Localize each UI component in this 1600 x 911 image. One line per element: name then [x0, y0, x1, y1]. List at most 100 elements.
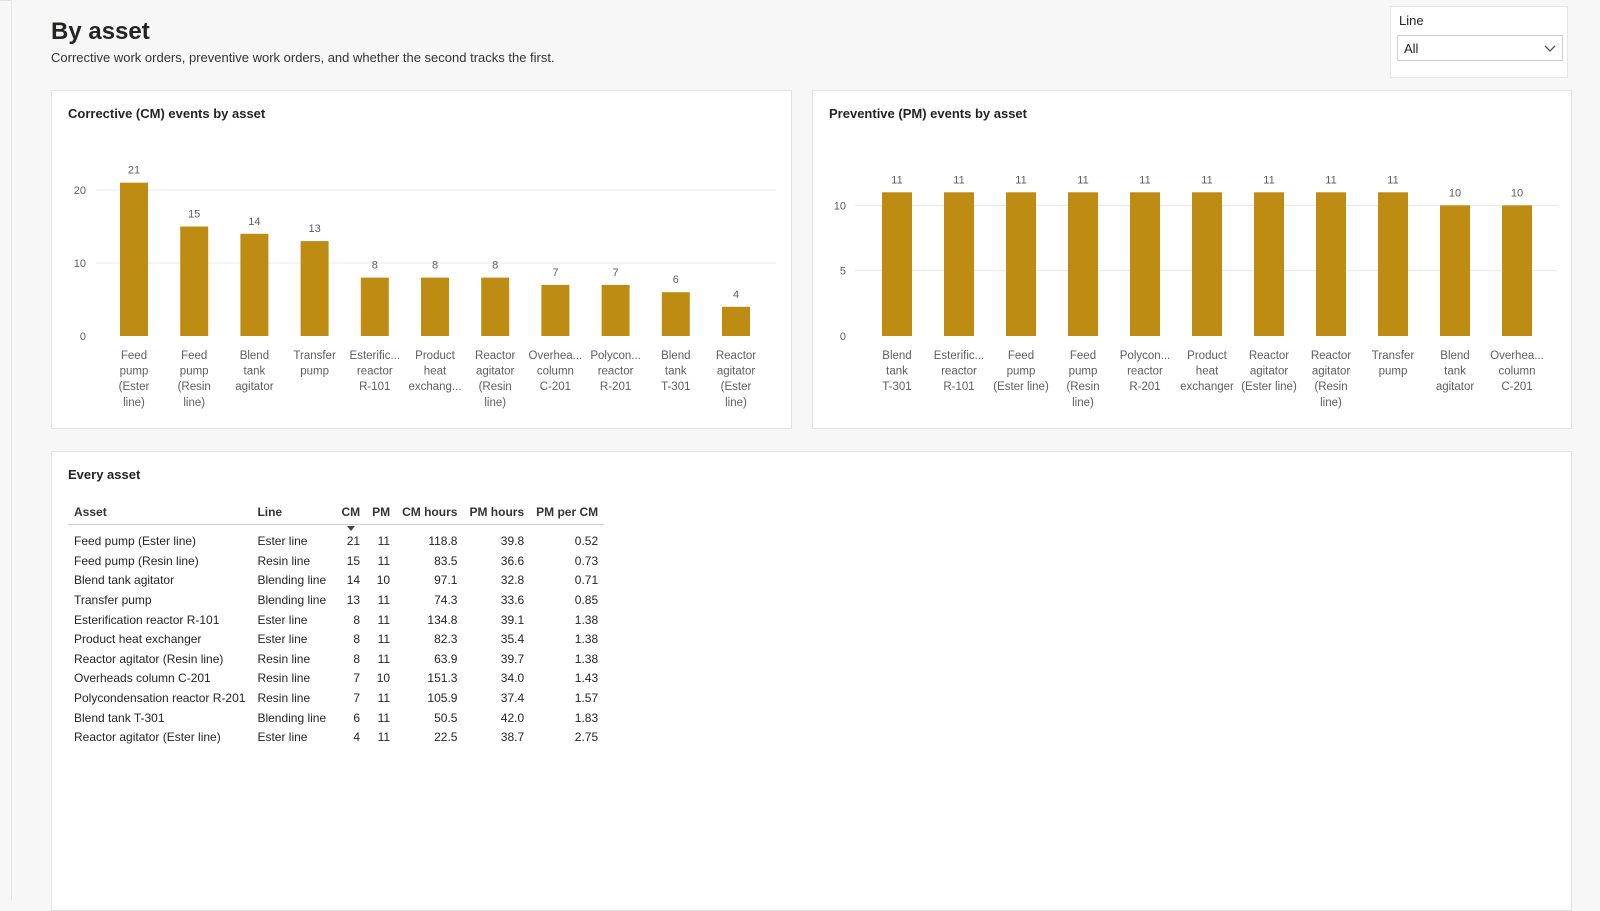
- cell-cm: 7: [353, 690, 361, 705]
- line-slicer: Line All: [1390, 6, 1568, 78]
- x-tick-label: Overhea...: [1490, 350, 1544, 362]
- cell-cm-hours: 22.5: [434, 730, 458, 745]
- table-title: Every asset: [68, 467, 141, 482]
- data-label: 11: [953, 174, 964, 186]
- table-row[interactable]: Product heat exchanger Ester line 8 11 82.3 3…: [68, 629, 604, 649]
- bar: [300, 241, 329, 336]
- x-tick-label: tank: [1444, 366, 1466, 378]
- data-label: 7: [552, 267, 558, 279]
- table-row[interactable]: Blend tank agitator Blending line 14 10 97.1…: [68, 571, 604, 591]
- x-tick-label: exchanger: [1180, 381, 1234, 393]
- x-tick-label: line): [1072, 397, 1094, 409]
- x-tick-label: R-101: [943, 381, 974, 393]
- table-row[interactable]: Overheads column C-201 Resin line 7 10 151.3…: [68, 669, 604, 689]
- table-row[interactable]: Esterification reactor R-101 Ester line 8 1…: [68, 610, 604, 630]
- data-label: 7: [613, 267, 619, 279]
- data-label: 11: [1387, 174, 1398, 186]
- data-label: 11: [891, 174, 902, 186]
- cell-pm-hours: 42.0: [500, 710, 525, 725]
- cell-cm: 15: [346, 553, 361, 568]
- bar: [1316, 192, 1346, 336]
- cell-cm-hours: 97.1: [434, 573, 458, 588]
- table-row[interactable]: Blend tank T-301 Blending line 6 11 50.5 42.0…: [68, 708, 604, 728]
- bar: [944, 192, 974, 336]
- column-header-cm-hours[interactable]: CM hours: [396, 500, 464, 525]
- bar: [601, 284, 630, 336]
- x-tick-label: pump: [1007, 366, 1036, 378]
- x-tick-label: Blend: [240, 350, 269, 362]
- x-tick-label: Blend: [661, 350, 690, 362]
- line-dropdown[interactable]: All: [1397, 35, 1563, 61]
- table-row[interactable]: Reactor agitator (Resin line) Resin line 8…: [68, 649, 604, 669]
- data-label: 11: [1201, 174, 1212, 186]
- table-row[interactable]: Reactor agitator (Ester line) Ester line 4…: [68, 727, 604, 747]
- data-label: 11: [1077, 174, 1088, 186]
- x-tick-label: R-201: [1129, 381, 1160, 393]
- cell-asset: Feed pump (Resin line): [74, 553, 199, 568]
- bar: [1502, 205, 1532, 336]
- x-tick-label: R-201: [600, 381, 631, 393]
- bar: [541, 284, 570, 336]
- column-header-line[interactable]: Line: [251, 500, 336, 525]
- x-tick-label: Blend: [1440, 350, 1469, 362]
- cm-bar-chart: 0 10 20 21 Feed pump (Ester line) 15 Feed pump (Res…: [74, 165, 776, 409]
- cell-pm-hours: 35.4: [500, 632, 525, 647]
- cell-cm-hours: 105.9: [427, 690, 458, 705]
- cm-chart-title: Corrective (CM) events by asset: [68, 106, 266, 121]
- data-label: 15: [188, 209, 200, 221]
- y-tick-label: 0: [840, 331, 846, 343]
- cell-pm-per-cm: 0.85: [574, 592, 599, 607]
- slicer-selected-value: All: [1404, 41, 1419, 56]
- cell-cm: 21: [346, 534, 361, 548]
- column-header-asset[interactable]: Asset: [68, 500, 252, 525]
- cell-line: Resin line: [257, 671, 311, 686]
- x-tick-label: Feed: [1070, 350, 1096, 362]
- x-tick-label: Polycon...: [590, 350, 641, 362]
- x-tick-label: tank: [886, 366, 908, 378]
- cell-pm: 11: [377, 612, 391, 627]
- x-tick-label: Product: [415, 350, 455, 362]
- cell-pm-hours: 39.1: [500, 612, 525, 627]
- cell-cm-hours: 134.8: [427, 612, 458, 627]
- cell-pm-per-cm: 0.73: [574, 553, 599, 568]
- cell-asset: Overheads column C-201: [74, 671, 211, 686]
- cell-line: Resin line: [257, 553, 311, 568]
- cell-cm-hours: 74.3: [434, 592, 458, 607]
- cell-pm: 11: [377, 592, 391, 607]
- data-label: 11: [1139, 174, 1150, 186]
- cell-pm-per-cm: 0.52: [574, 534, 599, 548]
- x-tick-label: column: [537, 366, 574, 378]
- slicer-label: Line: [1399, 13, 1424, 28]
- cell-asset: Reactor agitator (Ester line): [74, 730, 221, 745]
- x-tick-label: pump: [180, 366, 209, 378]
- table-row[interactable]: Feed pump (Ester line) Ester line 21 11 118.…: [68, 525, 604, 552]
- cell-pm: 10: [376, 671, 391, 686]
- x-tick-label: (Ester line): [1241, 381, 1297, 393]
- cell-line: Ester line: [257, 612, 308, 627]
- table-row[interactable]: Polycondensation reactor R-201 Resin line…: [68, 688, 604, 708]
- cell-pm-per-cm: 1.83: [574, 710, 599, 725]
- x-tick-label: reactor: [357, 366, 393, 378]
- column-header-pm[interactable]: PM: [366, 500, 397, 525]
- cell-pm-hours: 37.4: [500, 690, 525, 705]
- table-row[interactable]: Transfer pump Blending line 13 11 74.3 33.6 0.…: [68, 590, 604, 610]
- column-header-pm-hours[interactable]: PM hours: [463, 500, 531, 525]
- bar: [1006, 192, 1036, 336]
- y-tick-label: 10: [74, 258, 86, 270]
- cell-asset: Polycondensation reactor R-201: [74, 690, 246, 705]
- column-header-cm[interactable]: CM: [335, 500, 367, 531]
- cell-line: Ester line: [257, 730, 308, 745]
- column-header-pm-per-cm[interactable]: PM per CM: [530, 500, 605, 525]
- x-tick-label: R-101: [359, 381, 390, 393]
- table-row[interactable]: Feed pump (Resin line) Resin line 15 11 83.5…: [68, 551, 604, 571]
- cell-cm: 13: [346, 592, 361, 607]
- x-tick-label: Transfer: [293, 350, 336, 362]
- cell-line: Ester line: [257, 632, 308, 647]
- data-label: 4: [733, 289, 739, 301]
- x-tick-label: pump: [1069, 366, 1098, 378]
- cell-cm: 4: [353, 730, 361, 745]
- cell-pm-hours: 33.6: [500, 592, 525, 607]
- cell-pm: 11: [377, 730, 391, 745]
- x-tick-label: C-201: [540, 381, 571, 393]
- cell-cm-hours: 118.8: [428, 534, 458, 548]
